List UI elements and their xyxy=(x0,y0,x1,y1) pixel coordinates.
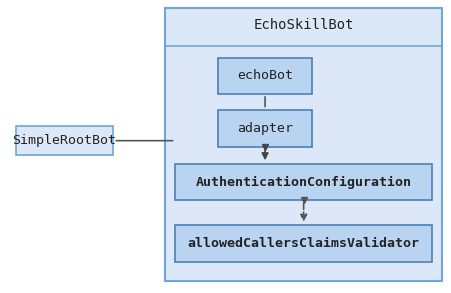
FancyBboxPatch shape xyxy=(218,57,311,94)
Text: echoBot: echoBot xyxy=(236,69,292,82)
FancyBboxPatch shape xyxy=(165,8,442,281)
FancyBboxPatch shape xyxy=(16,126,113,155)
FancyBboxPatch shape xyxy=(175,164,431,200)
Text: adapter: adapter xyxy=(236,122,292,135)
FancyBboxPatch shape xyxy=(175,225,431,262)
FancyBboxPatch shape xyxy=(218,110,311,146)
Text: AuthenticationConfiguration: AuthenticationConfiguration xyxy=(195,176,411,189)
Text: allowedCallersClaimsValidator: allowedCallersClaimsValidator xyxy=(187,237,419,250)
Text: SimpleRootBot: SimpleRootBot xyxy=(13,134,116,147)
Text: EchoSkillBot: EchoSkillBot xyxy=(253,18,353,32)
